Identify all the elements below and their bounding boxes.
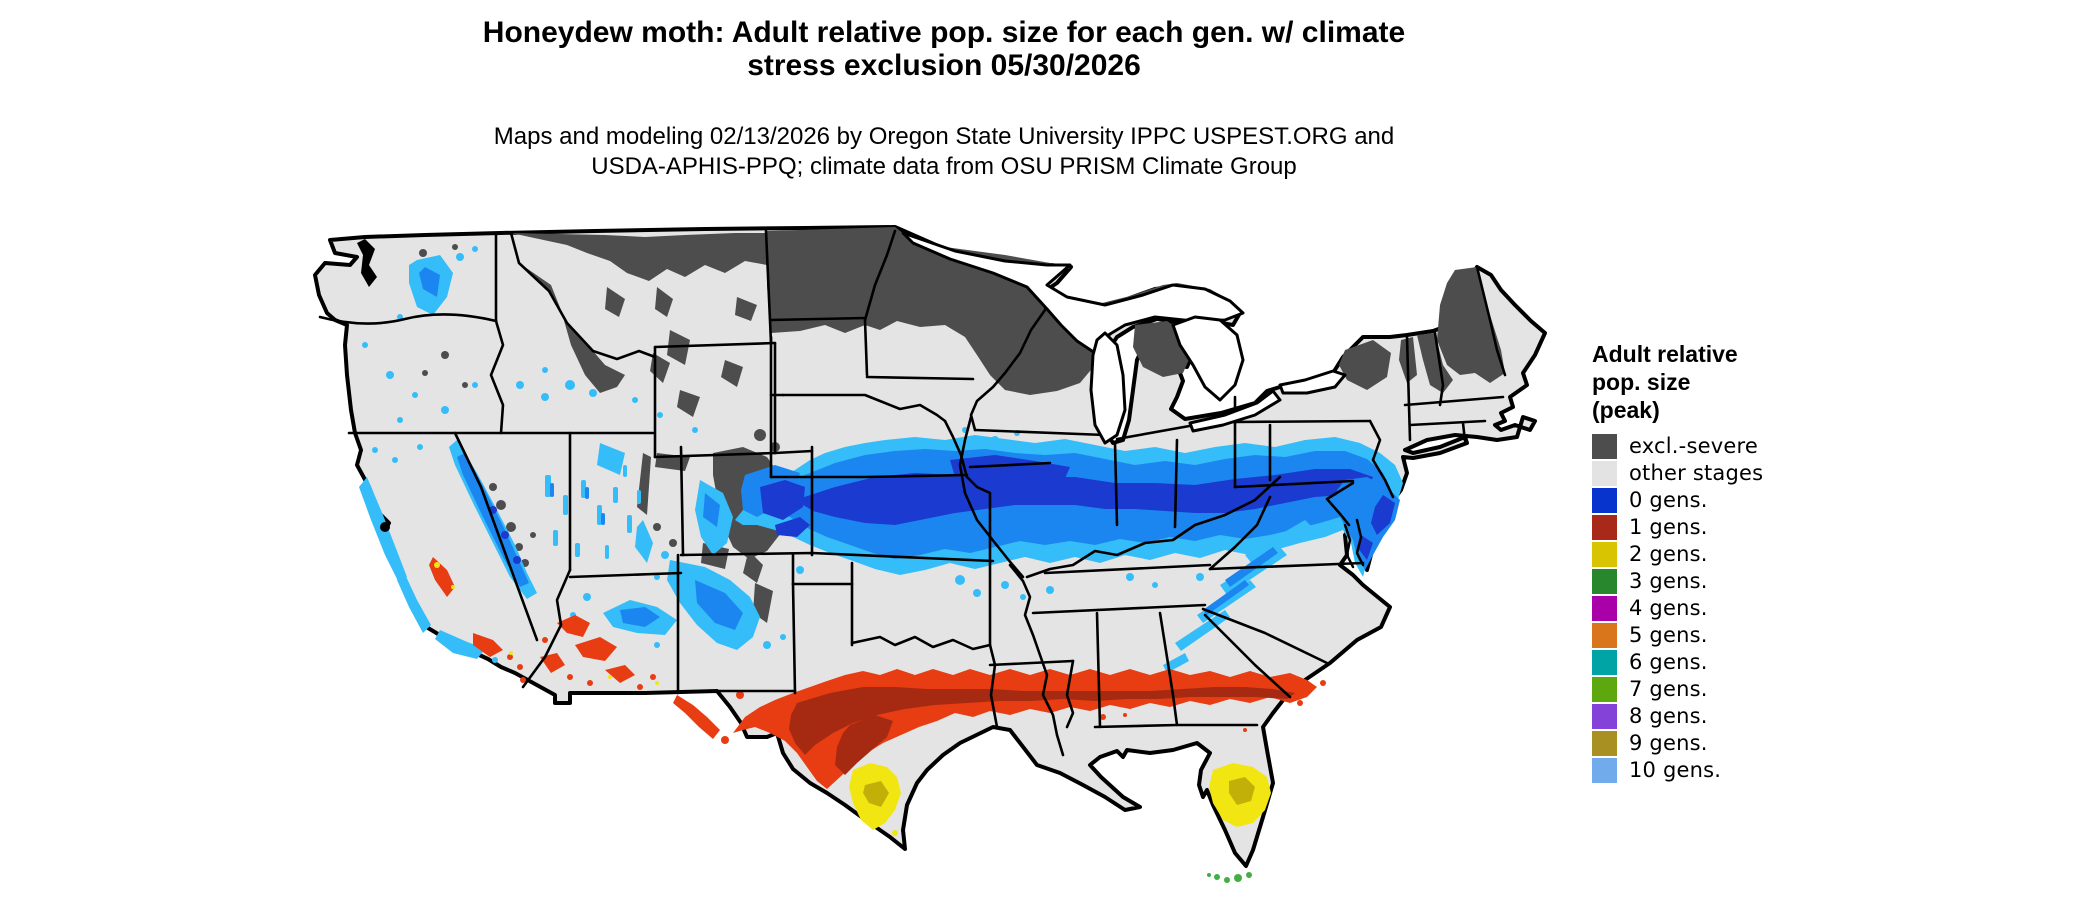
figure-title-line1: Honeydew moth: Adult relative pop. size … <box>482 16 1406 49</box>
legend-item: 5 gens. <box>1592 622 1832 648</box>
chesapeake-bay-east <box>1355 518 1365 567</box>
legend-label: 8 gens. <box>1629 704 1708 728</box>
figure-subtitle-line2: USDA-APHIS-PPQ; climate data from OSU PR… <box>591 153 1297 180</box>
legend-item: 4 gens. <box>1592 595 1832 621</box>
legend-label: 5 gens. <box>1629 623 1708 647</box>
legend-swatch-11 <box>1592 730 1617 756</box>
map-legend: Adult relative pop. size (peak) excl.-se… <box>1592 340 1832 784</box>
legend-label: 3 gens. <box>1629 569 1708 593</box>
lake-huron <box>1171 315 1245 402</box>
map-region-3-gens <box>1207 872 1252 883</box>
legend-title-line2: pop. size <box>1592 369 1691 395</box>
legend-swatch-9 <box>1592 676 1617 702</box>
lake-erie <box>1188 389 1282 433</box>
legend-item: other stages <box>1592 460 1832 486</box>
legend-label: 9 gens. <box>1629 731 1708 755</box>
legend-swatch-10 <box>1592 703 1617 729</box>
lake-superior <box>901 231 1245 355</box>
legend-label: 1 gens. <box>1629 515 1708 539</box>
legend-swatch-6 <box>1592 595 1617 621</box>
legend-item: 10 gens. <box>1592 757 1832 783</box>
legend-swatch-3 <box>1592 514 1617 540</box>
legend-title-line1: Adult relative <box>1592 341 1738 367</box>
figure-subtitle: Maps and modeling 02/13/2026 by Oregon S… <box>294 122 1594 182</box>
map-great-lakes <box>357 231 1365 569</box>
figure-title-line2: stress exclusion 05/30/2026 <box>747 49 1141 82</box>
legend-swatch-0 <box>1592 433 1617 459</box>
us-pest-risk-map <box>305 225 1565 892</box>
legend-items: excl.-severe other stages 0 gens. 1 gens. 2 … <box>1592 433 1832 783</box>
legend-item: 3 gens. <box>1592 568 1832 594</box>
map-region-1-gens <box>429 557 1326 789</box>
legend-item: 2 gens. <box>1592 541 1832 567</box>
legend-label: 2 gens. <box>1629 542 1708 566</box>
legend-title-line3: (peak) <box>1592 397 1660 423</box>
legend-swatch-7 <box>1592 622 1617 648</box>
lake-ontario <box>1278 369 1347 395</box>
legend-item: excl.-severe <box>1592 433 1832 459</box>
lake-michigan <box>1089 331 1127 445</box>
legend-label: 10 gens. <box>1629 758 1722 782</box>
legend-swatch-2 <box>1592 487 1617 513</box>
legend-swatch-4 <box>1592 541 1617 567</box>
chesapeake-bay <box>1343 523 1355 569</box>
legend-swatch-5 <box>1592 568 1617 594</box>
us-map-svg <box>313 225 1547 883</box>
legend-swatch-12 <box>1592 757 1617 783</box>
legend-label: 7 gens. <box>1629 677 1708 701</box>
legend-item: 7 gens. <box>1592 676 1832 702</box>
legend-label: excl.-severe <box>1629 434 1758 458</box>
legend-label: 0 gens. <box>1629 488 1708 512</box>
figure-subtitle-line1: Maps and modeling 02/13/2026 by Oregon S… <box>493 123 1395 150</box>
legend-item: 0 gens. <box>1592 487 1832 513</box>
figure-title: Honeydew moth: Adult relative pop. size … <box>294 16 1594 82</box>
san-francisco-bay <box>380 522 390 532</box>
legend-title: Adult relative pop. size (peak) <box>1592 340 1832 424</box>
legend-item: 1 gens. <box>1592 514 1832 540</box>
map-region-2-gens <box>434 562 1271 836</box>
legend-swatch-1 <box>1592 460 1617 486</box>
legend-label: 6 gens. <box>1629 650 1708 674</box>
map-state-borders <box>318 229 1507 757</box>
legend-item: 6 gens. <box>1592 649 1832 675</box>
legend-label: 4 gens. <box>1629 596 1708 620</box>
legend-swatch-8 <box>1592 649 1617 675</box>
legend-label: other stages <box>1629 461 1764 485</box>
legend-item: 8 gens. <box>1592 703 1832 729</box>
puget-sound <box>357 239 377 287</box>
legend-item: 9 gens. <box>1592 730 1832 756</box>
